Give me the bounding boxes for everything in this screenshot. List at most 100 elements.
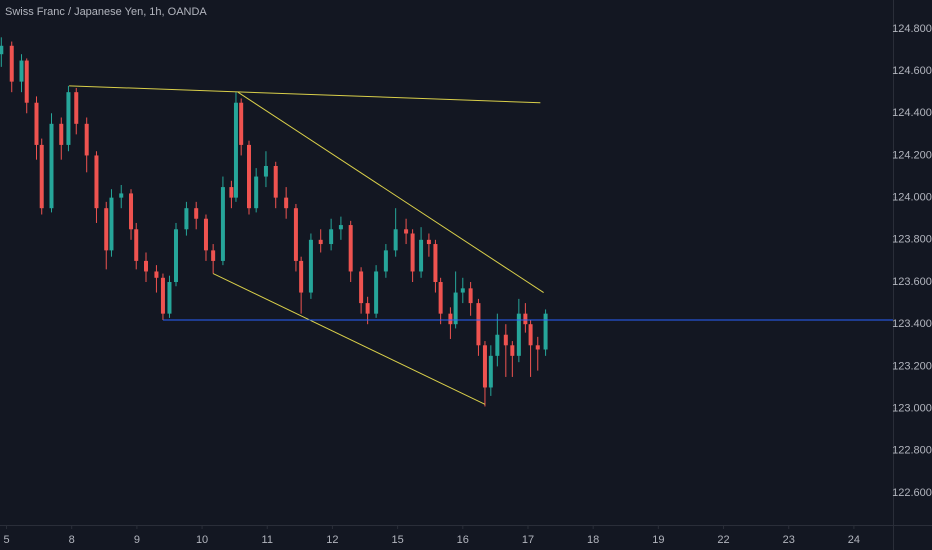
candle-body: [495, 334, 500, 356]
candle-body: [84, 123, 89, 156]
candle-body: [284, 197, 289, 209]
candle-body: [293, 208, 298, 261]
candle-body: [239, 102, 244, 145]
candle-body: [9, 45, 14, 82]
trend-line: [212, 273, 486, 405]
candle-body: [144, 260, 149, 272]
candle-body: [528, 324, 533, 346]
candle-body: [374, 271, 379, 314]
y-tick-label: 123.000: [892, 402, 932, 414]
candle-body: [482, 345, 487, 388]
candle-body: [129, 193, 134, 230]
candle-body: [19, 60, 24, 82]
candle-body: [24, 60, 29, 103]
candle-body: [476, 303, 481, 346]
y-tick-label: 122.600: [892, 487, 932, 499]
candle-body: [488, 355, 493, 388]
candle-body: [308, 239, 313, 293]
candle-body: [299, 260, 304, 293]
candle-body: [263, 166, 268, 177]
x-tick-label: 22: [717, 534, 729, 546]
candle-body: [404, 229, 409, 234]
candle-body: [119, 193, 124, 198]
candle-body: [220, 187, 225, 261]
chart-title: Swiss Franc / Japanese Yen, 1h, OANDA: [5, 6, 207, 18]
candle-body: [329, 229, 334, 245]
candle-body: [49, 123, 54, 209]
x-tick-label: 24: [848, 534, 860, 546]
candle-body: [154, 271, 159, 278]
y-tick-label: 124.200: [892, 149, 932, 161]
candle-body: [74, 92, 79, 124]
candle-body: [535, 345, 540, 350]
y-tick-label: 123.200: [892, 360, 932, 372]
x-tick-label: 17: [522, 534, 534, 546]
candle-body: [468, 288, 473, 304]
candle-body: [516, 313, 521, 356]
candle-body: [184, 208, 189, 230]
x-tick-label: 16: [457, 534, 469, 546]
y-tick-label: 123.800: [892, 234, 932, 246]
candle-body: [109, 197, 114, 251]
candle-body: [460, 288, 465, 293]
candle-body: [383, 250, 388, 272]
candle-body: [167, 282, 172, 314]
y-tick-label: 124.600: [892, 65, 932, 77]
y-tick-label: 124.800: [892, 23, 932, 35]
candle-body: [0, 45, 4, 55]
candle-body: [543, 313, 548, 350]
candle-body: [194, 208, 199, 219]
candle-body: [34, 102, 39, 145]
candle-body: [39, 144, 44, 209]
candle-body: [134, 229, 139, 261]
x-tick-label: 9: [134, 534, 140, 546]
candle-body: [59, 123, 64, 145]
x-tick-label: 23: [783, 534, 795, 546]
candle-body: [419, 239, 424, 272]
x-tick-label: 8: [69, 534, 75, 546]
candle-body: [438, 282, 443, 314]
x-tick-label: 10: [196, 534, 208, 546]
candle-body: [338, 225, 343, 230]
candle-body: [365, 303, 370, 314]
candle-body: [426, 239, 431, 245]
candle-body: [94, 155, 99, 209]
x-tick-label: 11: [262, 534, 273, 546]
y-tick-label: 123.400: [892, 318, 932, 330]
candle-body: [173, 229, 178, 283]
trend-line: [237, 91, 544, 293]
y-tick-label: 124.000: [892, 192, 932, 204]
candle-body: [254, 176, 259, 209]
candle-body: [410, 233, 415, 272]
candle-body: [348, 225, 353, 272]
trend-line: [69, 85, 541, 104]
candle-body: [246, 144, 251, 209]
x-tick-label: 15: [391, 534, 403, 546]
y-tick-label: 123.600: [892, 276, 932, 288]
candle-body: [203, 218, 208, 251]
candle-body: [104, 208, 109, 251]
candle-body: [523, 313, 528, 325]
candle-body: [359, 271, 364, 304]
candle-body: [453, 292, 458, 325]
candle-body: [448, 313, 453, 325]
x-tick-label: 5: [3, 534, 9, 546]
candle-body: [393, 229, 398, 251]
x-tick-label: 18: [587, 534, 599, 546]
candle-body: [318, 239, 323, 245]
candle-body: [160, 277, 165, 314]
x-tick-label: 12: [326, 534, 338, 546]
x-tick-label: 19: [652, 534, 664, 546]
candle-body: [66, 92, 71, 145]
candle-body: [273, 166, 278, 198]
candle-body: [211, 250, 216, 261]
candle-body: [233, 102, 238, 198]
candle-body: [510, 345, 515, 356]
candle-body: [433, 244, 438, 283]
candle-body: [229, 187, 234, 198]
y-tick-label: 124.400: [892, 107, 932, 119]
y-tick-label: 122.800: [892, 445, 932, 457]
candle-body: [503, 334, 508, 346]
